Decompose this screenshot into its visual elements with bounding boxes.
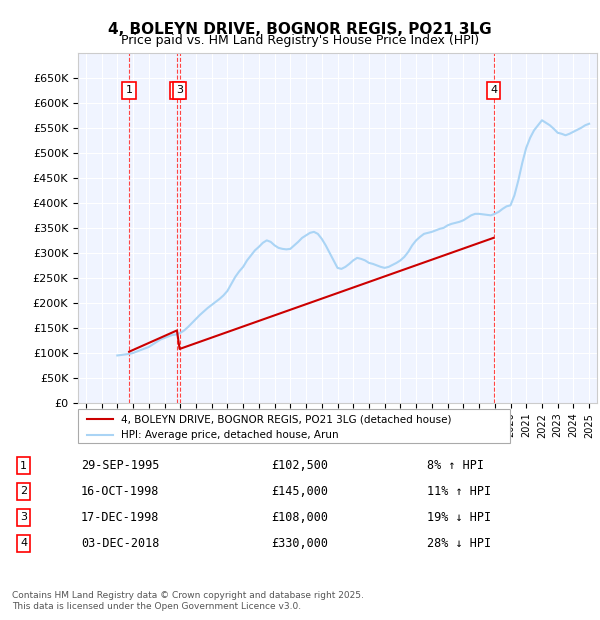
Text: 29-SEP-1995: 29-SEP-1995	[81, 459, 160, 472]
Text: Price paid vs. HM Land Registry's House Price Index (HPI): Price paid vs. HM Land Registry's House …	[121, 34, 479, 47]
FancyBboxPatch shape	[78, 409, 510, 443]
Text: 8% ↑ HPI: 8% ↑ HPI	[427, 459, 484, 472]
Text: 4, BOLEYN DRIVE, BOGNOR REGIS, PO21 3LG (detached house): 4, BOLEYN DRIVE, BOGNOR REGIS, PO21 3LG …	[121, 414, 452, 425]
Text: £108,000: £108,000	[271, 511, 328, 524]
Text: 28% ↓ HPI: 28% ↓ HPI	[427, 537, 491, 550]
Text: 1: 1	[20, 461, 27, 471]
Text: £145,000: £145,000	[271, 485, 328, 498]
Text: 4: 4	[20, 538, 27, 548]
Text: 4, BOLEYN DRIVE, BOGNOR REGIS, PO21 3LG: 4, BOLEYN DRIVE, BOGNOR REGIS, PO21 3LG	[108, 22, 492, 37]
Text: £330,000: £330,000	[271, 537, 328, 550]
Text: 1: 1	[125, 85, 133, 95]
Text: 2: 2	[20, 487, 27, 497]
Text: 16-OCT-1998: 16-OCT-1998	[81, 485, 160, 498]
Text: 03-DEC-2018: 03-DEC-2018	[81, 537, 160, 550]
Text: 3: 3	[176, 85, 183, 95]
Text: 2: 2	[173, 85, 181, 95]
Text: 4: 4	[490, 85, 497, 95]
Text: £102,500: £102,500	[271, 459, 328, 472]
Text: Contains HM Land Registry data © Crown copyright and database right 2025.
This d: Contains HM Land Registry data © Crown c…	[12, 591, 364, 611]
Text: 17-DEC-1998: 17-DEC-1998	[81, 511, 160, 524]
Text: HPI: Average price, detached house, Arun: HPI: Average price, detached house, Arun	[121, 430, 339, 440]
Text: 19% ↓ HPI: 19% ↓ HPI	[427, 511, 491, 524]
Text: 3: 3	[20, 512, 27, 523]
Text: 11% ↑ HPI: 11% ↑ HPI	[427, 485, 491, 498]
